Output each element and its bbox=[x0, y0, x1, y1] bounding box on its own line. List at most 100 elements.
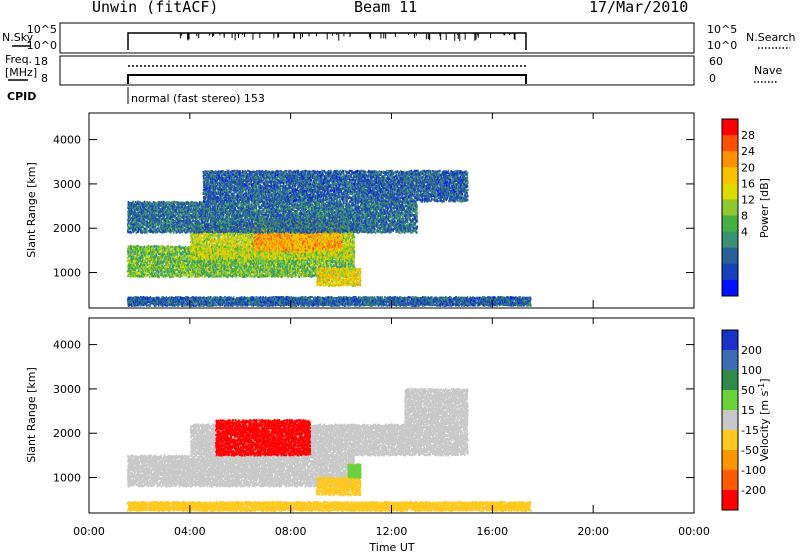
range-cell bbox=[203, 243, 205, 246]
cpid-label: CPID bbox=[7, 90, 36, 103]
range-cell bbox=[198, 259, 201, 263]
range-cell bbox=[142, 259, 145, 262]
range-cell bbox=[132, 263, 134, 266]
range-cell bbox=[180, 251, 183, 255]
range-cell bbox=[134, 275, 136, 278]
range-cell bbox=[134, 246, 136, 249]
range-cell bbox=[151, 255, 153, 259]
range-cell bbox=[176, 271, 179, 275]
range-cell bbox=[169, 250, 172, 253]
range-cell bbox=[158, 268, 160, 271]
range-cell bbox=[155, 263, 158, 266]
range-cell bbox=[128, 272, 130, 275]
range-cell bbox=[207, 260, 209, 263]
range-cell bbox=[168, 257, 170, 260]
range-cell bbox=[178, 267, 180, 271]
range-cell bbox=[234, 236, 237, 239]
range-cell bbox=[140, 269, 142, 272]
range-cell bbox=[146, 257, 149, 260]
range-cell bbox=[194, 267, 196, 270]
range-cell bbox=[211, 256, 214, 259]
range-cell bbox=[160, 258, 163, 261]
range-cell bbox=[190, 271, 193, 274]
range-cell bbox=[191, 274, 193, 277]
freq-tick-bottom: 8 bbox=[41, 72, 48, 85]
range-cell bbox=[141, 257, 143, 260]
range-cell bbox=[198, 252, 201, 255]
range-cell bbox=[143, 263, 146, 267]
range-cell bbox=[245, 245, 247, 248]
range-cell bbox=[156, 269, 158, 272]
range-cell bbox=[174, 249, 176, 252]
range-cell bbox=[176, 253, 178, 256]
range-cell bbox=[160, 269, 163, 272]
range-cell bbox=[146, 261, 149, 264]
range-cell bbox=[133, 261, 135, 264]
range-cell bbox=[145, 267, 148, 270]
range-cell bbox=[186, 271, 189, 274]
range-cell bbox=[147, 247, 150, 250]
range-cell bbox=[148, 252, 151, 255]
range-cell bbox=[150, 270, 152, 274]
range-cell bbox=[131, 257, 134, 260]
range-cell bbox=[150, 245, 153, 248]
range-cell bbox=[153, 263, 155, 266]
range-cell bbox=[153, 258, 155, 262]
range-cell bbox=[190, 237, 192, 240]
range-cell bbox=[168, 255, 171, 258]
range-cell bbox=[271, 262, 274, 265]
range-cell bbox=[221, 271, 224, 274]
range-cell bbox=[209, 268, 211, 272]
range-cell bbox=[181, 275, 184, 278]
range-cell bbox=[184, 262, 187, 265]
station-title: Unwin (fitACF) bbox=[92, 0, 218, 16]
range-cell bbox=[163, 252, 166, 255]
range-cell bbox=[138, 249, 140, 252]
range-cell bbox=[138, 246, 140, 249]
range-cell bbox=[151, 272, 153, 275]
range-cell bbox=[185, 249, 188, 252]
range-cell bbox=[147, 248, 149, 251]
range-cell bbox=[143, 248, 146, 252]
nsky-panel: N.Sky 10^5 10^0 10^5 10^0 N.Search bbox=[2, 22, 796, 54]
nsky-tick-bottom: 10^0 bbox=[27, 39, 57, 52]
range-cell bbox=[161, 264, 164, 267]
range-cell bbox=[132, 260, 135, 263]
range-cell bbox=[166, 252, 169, 255]
range-cell bbox=[155, 268, 157, 271]
range-cell bbox=[212, 273, 215, 276]
range-cell bbox=[157, 251, 159, 254]
range-cell bbox=[160, 263, 162, 266]
range-cell bbox=[189, 259, 192, 262]
range-cell bbox=[133, 272, 135, 275]
range-cell bbox=[150, 257, 152, 260]
range-cell bbox=[168, 258, 170, 261]
range-cell bbox=[159, 258, 161, 261]
range-cell bbox=[196, 275, 199, 278]
range-cell bbox=[187, 254, 190, 257]
range-cell bbox=[153, 261, 156, 264]
range-cell bbox=[140, 271, 142, 274]
range-cell bbox=[242, 267, 244, 270]
range-cell bbox=[175, 268, 177, 271]
range-cell bbox=[130, 250, 132, 253]
range-cell bbox=[148, 250, 150, 253]
range-cell bbox=[189, 254, 191, 257]
range-cell bbox=[149, 259, 152, 262]
range-cell bbox=[143, 251, 145, 254]
range-cell bbox=[284, 275, 287, 278]
range-cell bbox=[208, 275, 210, 278]
range-cell bbox=[188, 246, 190, 249]
range-cell bbox=[143, 262, 145, 265]
range-cell bbox=[200, 269, 202, 272]
range-cell bbox=[143, 247, 146, 250]
range-cell bbox=[128, 264, 130, 267]
range-cell bbox=[222, 265, 225, 268]
range-cell bbox=[154, 251, 157, 254]
range-cell bbox=[219, 254, 221, 258]
range-cell bbox=[322, 262, 325, 265]
range-cell bbox=[201, 260, 204, 263]
range-cell bbox=[198, 261, 200, 264]
range-cell bbox=[163, 258, 166, 261]
cpid-row: CPID normal (fast stereo) 153 bbox=[7, 87, 265, 105]
